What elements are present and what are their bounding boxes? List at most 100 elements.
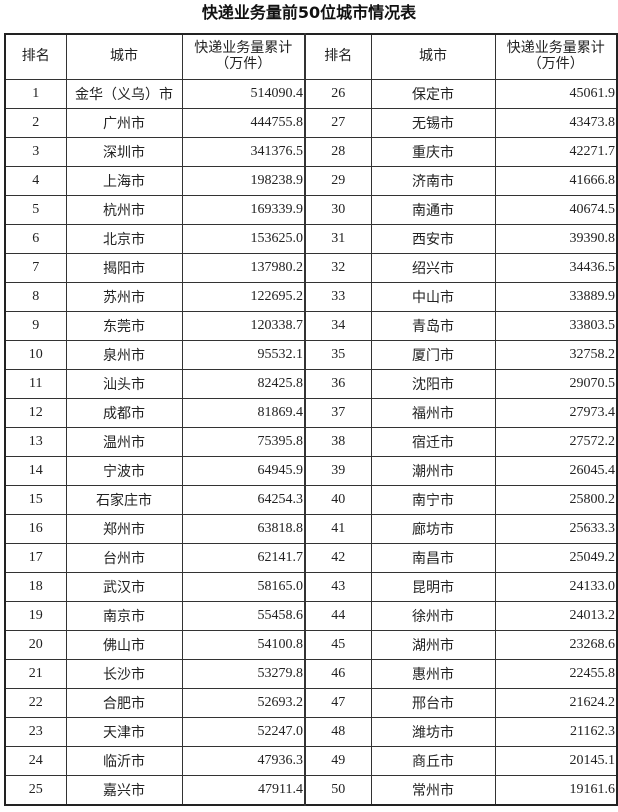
city-cell: 郑州市: [65, 514, 183, 544]
city-cell: 杭州市: [65, 195, 183, 225]
rank-cell: 2: [4, 108, 67, 138]
table-row: 1 金华（义乌）市 514090.4 26 保定市 45061.9: [4, 79, 618, 109]
rank-cell: 9: [4, 311, 67, 341]
table-row: 21 长沙市 53279.8 46 惠州市 22455.8: [4, 659, 618, 689]
rank-cell: 35: [304, 340, 372, 370]
rank-cell: 39: [304, 456, 372, 486]
rank-cell: 14: [4, 456, 67, 486]
table-row: 8 苏州市 122695.2 33 中山市 33889.9: [4, 282, 618, 312]
header-city: 城市: [65, 33, 183, 80]
volume-cell: 21624.2: [494, 688, 618, 718]
city-cell: 昆明市: [370, 572, 496, 602]
city-cell: 嘉兴市: [65, 775, 183, 806]
city-cell: 徐州市: [370, 601, 496, 631]
table-row: 5 杭州市 169339.9 30 南通市 40674.5: [4, 195, 618, 225]
volume-cell: 33889.9: [494, 282, 618, 312]
rank-cell: 3: [4, 137, 67, 167]
volume-cell: 82425.8: [181, 369, 306, 399]
rank-cell: 42: [304, 543, 372, 573]
rank-cell: 50: [304, 775, 372, 806]
volume-cell: 54100.8: [181, 630, 306, 660]
table-row: 15 石家庄市 64254.3 40 南宁市 25800.2: [4, 485, 618, 515]
table-row: 22 合肥市 52693.2 47 邢台市 21624.2: [4, 688, 618, 718]
header-volume-line1: 快递业务量累计: [194, 41, 293, 56]
rank-cell: 43: [304, 572, 372, 602]
city-cell: 廊坊市: [370, 514, 496, 544]
rank-cell: 30: [304, 195, 372, 225]
city-cell: 邢台市: [370, 688, 496, 718]
rank-cell: 46: [304, 659, 372, 689]
volume-cell: 21162.3: [494, 717, 618, 747]
volume-cell: 153625.0: [181, 224, 306, 254]
rank-cell: 41: [304, 514, 372, 544]
city-cell: 宿迁市: [370, 427, 496, 457]
table-row: 17 台州市 62141.7 42 南昌市 25049.2: [4, 543, 618, 573]
table-row: 4 上海市 198238.9 29 济南市 41666.8: [4, 166, 618, 196]
volume-cell: 122695.2: [181, 282, 306, 312]
volume-cell: 24013.2: [494, 601, 618, 631]
city-cell: 保定市: [370, 79, 496, 109]
volume-cell: 81869.4: [181, 398, 306, 428]
volume-cell: 64945.9: [181, 456, 306, 486]
rank-cell: 6: [4, 224, 67, 254]
volume-cell: 33803.5: [494, 311, 618, 341]
city-cell: 南京市: [65, 601, 183, 631]
volume-cell: 341376.5: [181, 137, 306, 167]
volume-cell: 95532.1: [181, 340, 306, 370]
city-cell: 宁波市: [65, 456, 183, 486]
rank-cell: 16: [4, 514, 67, 544]
rank-cell: 22: [4, 688, 67, 718]
rank-cell: 37: [304, 398, 372, 428]
city-cell: 潍坊市: [370, 717, 496, 747]
volume-cell: 29070.5: [494, 369, 618, 399]
volume-cell: 25633.3: [494, 514, 618, 544]
city-cell: 成都市: [65, 398, 183, 428]
volume-cell: 47936.3: [181, 746, 306, 776]
volume-cell: 22455.8: [494, 659, 618, 689]
city-cell: 武汉市: [65, 572, 183, 602]
table-title: 快递业务量前50位城市情况表: [201, 3, 417, 22]
city-cell: 常州市: [370, 775, 496, 806]
table-row: 7 揭阳市 137980.2 32 绍兴市 34436.5: [4, 253, 618, 283]
volume-cell: 198238.9: [181, 166, 306, 196]
volume-cell: 62141.7: [181, 543, 306, 573]
rank-cell: 12: [4, 398, 67, 428]
city-cell: 台州市: [65, 543, 183, 573]
volume-cell: 75395.8: [181, 427, 306, 457]
volume-cell: 40674.5: [494, 195, 618, 225]
table-row: 18 武汉市 58165.0 43 昆明市 24133.0: [4, 572, 618, 602]
table-row: 12 成都市 81869.4 37 福州市 27973.4: [4, 398, 618, 428]
header-rank: 排名: [4, 33, 67, 80]
city-cell: 临沂市: [65, 746, 183, 776]
table-row: 13 温州市 75395.8 38 宿迁市 27572.2: [4, 427, 618, 457]
city-cell: 南宁市: [370, 485, 496, 515]
city-cell: 温州市: [65, 427, 183, 457]
city-cell: 泉州市: [65, 340, 183, 370]
volume-cell: 19161.6: [494, 775, 618, 806]
table-row: 25 嘉兴市 47911.4 50 常州市 19161.6: [4, 775, 618, 806]
volume-cell: 25800.2: [494, 485, 618, 515]
volume-cell: 169339.9: [181, 195, 306, 225]
rank-cell: 23: [4, 717, 67, 747]
table-row: 24 临沂市 47936.3 49 商丘市 20145.1: [4, 746, 618, 776]
volume-cell: 58165.0: [181, 572, 306, 602]
header-row: 排名 城市 快递业务量累计 （万件） 排名 城市 快递业务量累计 （万件）: [4, 33, 618, 80]
rank-cell: 38: [304, 427, 372, 457]
volume-cell: 27973.4: [494, 398, 618, 428]
volume-cell: 120338.7: [181, 311, 306, 341]
city-cell: 深圳市: [65, 137, 183, 167]
rank-cell: 47: [304, 688, 372, 718]
rank-cell: 29: [304, 166, 372, 196]
table-row: 10 泉州市 95532.1 35 厦门市 32758.2: [4, 340, 618, 370]
city-cell: 揭阳市: [65, 253, 183, 283]
city-cell: 长沙市: [65, 659, 183, 689]
volume-cell: 47911.4: [181, 775, 306, 806]
table-row: 23 天津市 52247.0 48 潍坊市 21162.3: [4, 717, 618, 747]
volume-cell: 43473.8: [494, 108, 618, 138]
city-cell: 沈阳市: [370, 369, 496, 399]
table-row: 6 北京市 153625.0 31 西安市 39390.8: [4, 224, 618, 254]
rank-cell: 17: [4, 543, 67, 573]
header-volume-line2: （万件）: [215, 57, 272, 72]
city-cell: 苏州市: [65, 282, 183, 312]
rank-cell: 15: [4, 485, 67, 515]
